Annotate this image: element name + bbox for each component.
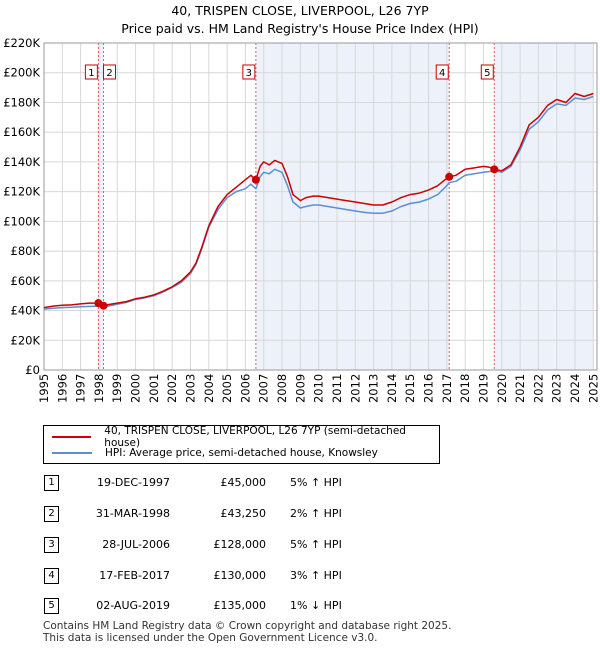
y-tick-label: £120K [3, 185, 40, 199]
x-tick-label: 2016 [422, 374, 436, 403]
x-tick-label: 1996 [55, 374, 69, 403]
sale-point [251, 175, 260, 184]
x-tick-label: 2007 [257, 374, 271, 403]
y-tick-label: £220K [3, 36, 40, 50]
y-tick-label: £200K [3, 66, 40, 80]
transaction-number: 5 [44, 598, 59, 614]
y-tick-label: £60K [11, 274, 41, 288]
shaded-period [255, 43, 450, 370]
sale-label-box [84, 64, 98, 80]
transaction-hpi: 3% ↑ HPI [290, 569, 342, 582]
x-tick-label: 2013 [367, 374, 381, 403]
x-tick-label: 2001 [147, 374, 161, 403]
transaction-hpi: 5% ↑ HPI [290, 476, 342, 489]
chart-legend: 40, TRISPEN CLOSE, LIVERPOOL, L26 7YP (s… [43, 425, 440, 464]
x-tick-label: 2025 [586, 374, 600, 403]
transaction-price: £130,000 [213, 569, 267, 582]
x-tick-label: 2015 [403, 374, 417, 403]
table-row: 1 19-DEC-1997 £45,000 5% ↑ HPI [0, 475, 600, 495]
x-tick-label: 2014 [385, 374, 399, 403]
transaction-hpi: 1% ↓ HPI [290, 599, 342, 612]
transaction-date: 31-MAR-1998 [95, 507, 170, 520]
legend-swatch-property [52, 436, 92, 438]
chart-subtitle: Price paid vs. HM Land Registry's House … [121, 21, 479, 36]
sale-label: 5 [484, 68, 490, 79]
x-tick-label: 2005 [220, 374, 234, 403]
x-tick-label: 2003 [183, 374, 197, 403]
x-tick-label: 2012 [348, 374, 362, 403]
sale-point [445, 172, 454, 181]
x-tick-label: 2010 [312, 374, 326, 403]
transaction-hpi: 5% ↑ HPI [290, 538, 342, 551]
table-row: 3 28-JUL-2006 £128,000 5% ↑ HPI [0, 537, 600, 557]
transaction-date: 19-DEC-1997 [96, 476, 170, 489]
transaction-number: 4 [44, 568, 59, 584]
x-tick-label: 2021 [513, 374, 527, 403]
sale-label: 3 [246, 68, 252, 79]
shaded-period [98, 43, 104, 370]
x-tick-label: 2000 [129, 374, 143, 403]
transaction-number: 3 [44, 537, 59, 553]
chart-title: 40, TRISPEN CLOSE, LIVERPOOL, L26 7YP [171, 3, 429, 18]
transaction-date: 02-AUG-2019 [96, 599, 170, 612]
y-tick-label: £160K [3, 125, 40, 139]
transaction-price: £128,000 [213, 538, 267, 551]
x-tick-label: 1997 [74, 374, 88, 403]
x-tick-label: 1999 [110, 374, 124, 403]
table-row: 2 31-MAR-1998 £43,250 2% ↑ HPI [0, 506, 600, 526]
y-tick-label: £40K [11, 304, 41, 318]
transaction-price: £43,250 [220, 507, 267, 520]
sale-label: 1 [88, 68, 94, 79]
x-tick-label: 2022 [531, 374, 545, 403]
transaction-date: 17-FEB-2017 [99, 569, 170, 582]
sale-point [99, 301, 108, 310]
x-tick-label: 2017 [440, 374, 454, 403]
x-tick-label: 2006 [238, 374, 252, 403]
transaction-price: £45,000 [220, 476, 267, 489]
sale-label: 4 [439, 68, 445, 79]
sale-label-box [103, 64, 117, 80]
x-tick-label: 1995 [37, 374, 51, 403]
sale-label-box [435, 64, 449, 80]
sale-label: 2 [106, 68, 112, 79]
x-tick-label: 2002 [165, 374, 179, 403]
shaded-period [494, 43, 594, 370]
transaction-number: 2 [44, 506, 59, 522]
plot-frame [43, 42, 598, 371]
legend-item-hpi: HPI: Average price, semi-detached house,… [52, 445, 378, 461]
footer: Contains HM Land Registry data © Crown c… [43, 620, 451, 644]
x-tick-label: 2008 [275, 374, 289, 403]
y-tick-label: £180K [3, 95, 40, 109]
legend-swatch-hpi [52, 452, 92, 454]
legend-label-hpi: HPI: Average price, semi-detached house,… [105, 447, 378, 459]
table-row: 5 02-AUG-2019 £135,000 1% ↓ HPI [0, 598, 600, 618]
x-tick-label: 2020 [495, 374, 509, 403]
table-row: 4 17-FEB-2017 £130,000 3% ↑ HPI [0, 568, 600, 588]
copyright-text: Contains HM Land Registry data © Crown c… [43, 620, 452, 632]
x-tick-label: 2019 [476, 374, 490, 403]
y-tick-label: £0 [25, 363, 40, 377]
y-tick-label: £80K [11, 244, 41, 258]
license-text: This data is licensed under the Open Gov… [43, 632, 378, 644]
sale-point [490, 165, 499, 174]
transaction-hpi: 2% ↑ HPI [290, 507, 342, 520]
x-tick-label: 2009 [293, 374, 307, 403]
x-tick-label: 2004 [202, 374, 216, 403]
x-tick-label: 1998 [92, 374, 106, 403]
x-tick-label: 2011 [330, 374, 344, 403]
sale-label-box [242, 64, 256, 80]
transaction-price: £135,000 [213, 599, 267, 612]
y-tick-label: £100K [3, 214, 40, 228]
legend-item-property: 40, TRISPEN CLOSE, LIVERPOOL, L26 7YP (s… [52, 425, 439, 449]
x-tick-label: 2024 [568, 374, 582, 403]
x-tick-label: 2023 [550, 374, 564, 403]
x-tick-label: 2018 [458, 374, 472, 403]
sale-label-box [480, 64, 494, 80]
price-chart: £0 £20K £40K £60K £80K £100K £120K £140K £160K £1… [3, 36, 600, 403]
transaction-number: 1 [44, 475, 59, 491]
legend-label-property: 40, TRISPEN CLOSE, LIVERPOOL, L26 7YP (s… [104, 425, 406, 449]
y-tick-label: £20K [11, 333, 41, 347]
transaction-date: 28-JUL-2006 [102, 538, 170, 551]
y-tick-label: £140K [3, 155, 40, 169]
